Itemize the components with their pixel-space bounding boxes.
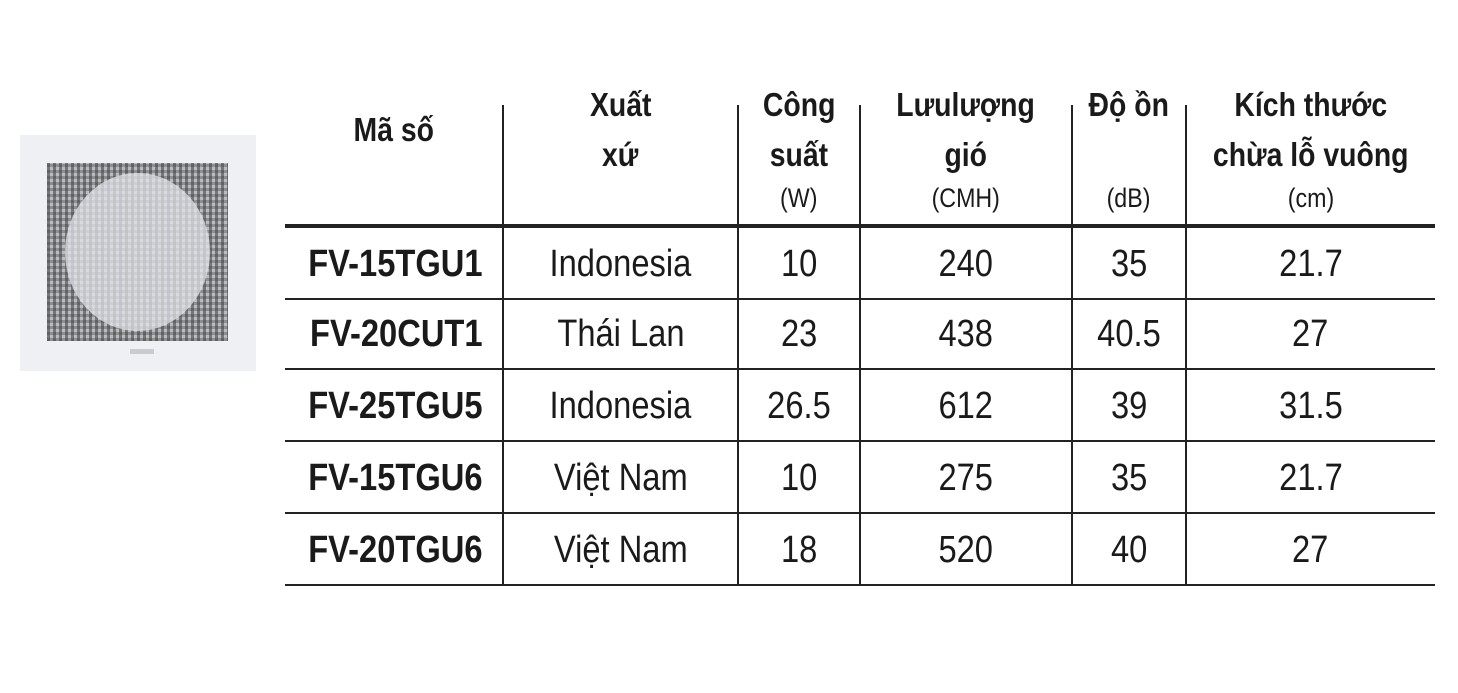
cell-value: FV-25TGU5 [308,385,483,427]
header-label: Công [762,86,836,123]
table-cell-airflow: 438 [860,299,1072,370]
cell-value: 10 [780,243,818,285]
cell-value: 26.5 [767,385,831,427]
column-divider [502,105,504,585]
cell-value: 21.7 [1278,243,1343,285]
header-label: xứ [602,136,639,173]
table-cell-airflow: 275 [860,443,1072,514]
fan-grille [47,163,228,341]
cell-value: 275 [938,457,994,499]
cell-value: 27 [1292,313,1329,355]
header-code: Mã số [285,105,503,245]
cell-value: Việt Nam [553,529,688,571]
column-divider [1071,105,1073,585]
cell-value: 21.7 [1278,457,1343,499]
cell-value: 10 [780,457,818,499]
table-cell-airflow: 240 [860,229,1072,300]
table-cell-cutout: 31.5 [1186,371,1435,442]
product-image [20,135,256,371]
table-cell-noise: 40 [1072,515,1186,586]
column-divider [859,105,861,585]
fan-blade [65,173,210,331]
header-divider [285,224,1435,228]
table-cell-power: 18 [738,515,860,586]
header-label: Xuất [589,86,652,123]
table-cell-cutout: 27 [1186,299,1435,370]
table-cell-cutout: 21.7 [1186,229,1435,300]
table-cell-origin: Việt Nam [503,443,738,514]
cell-value: FV-15TGU6 [308,457,483,499]
header-airflow: Lưulượng gió (CMH) [860,80,1072,220]
table-cell-airflow: 520 [860,515,1072,586]
table-cell-origin: Thái Lan [503,299,738,370]
row-divider [285,584,1435,586]
column-divider [1185,105,1187,585]
table-cell-power: 10 [738,229,860,300]
cell-value: 240 [938,243,994,285]
cell-value: 40 [1110,529,1148,571]
header-cutout: Kích thước chừa lỗ vuông (cm) [1186,80,1435,220]
header-label: gió [944,136,988,173]
table-cell-power: 10 [738,443,860,514]
header-power: Công suất (W) [738,80,860,220]
table-cell-noise: 39 [1072,371,1186,442]
cell-value: 23 [780,313,818,355]
table-cell-code: FV-20TGU6 [285,515,503,586]
header-label: Độ ồn [1088,86,1170,123]
table-cell-origin: Indonesia [503,371,738,442]
header-label: suất [769,136,829,173]
header-unit: (cm) [1287,183,1334,213]
table-cell-cutout: 27 [1186,515,1435,586]
cell-value: 35 [1110,243,1148,285]
column-divider [737,105,739,585]
table-cell-cutout: 21.7 [1186,443,1435,514]
cell-value: Thái Lan [556,313,685,355]
table-cell-noise: 35 [1072,229,1186,300]
table-cell-origin: Indonesia [503,229,738,300]
row-divider [285,298,1435,300]
table-cell-code: FV-15TGU1 [285,229,503,300]
table-cell-power: 26.5 [738,371,860,442]
cell-value: 39 [1110,385,1148,427]
header-label: chừa lỗ vuông [1212,136,1409,173]
cell-value: 612 [938,385,994,427]
header-label: Mã số [353,111,435,148]
table-cell-code: FV-25TGU5 [285,371,503,442]
header-unit: (dB) [1107,183,1151,213]
table-cell-origin: Việt Nam [503,515,738,586]
cell-value: FV-15TGU1 [308,243,483,285]
table-cell-power: 23 [738,299,860,370]
row-divider [285,368,1435,370]
cell-value: 35 [1110,457,1148,499]
table-cell-code: FV-20CUT1 [285,299,503,370]
table-cell-code: FV-15TGU6 [285,443,503,514]
cell-value: 18 [780,529,818,571]
header-label: Kích thước [1234,86,1387,123]
cell-value: 40.5 [1097,313,1161,355]
cell-value: Indonesia [549,385,692,427]
cell-value: 438 [938,313,994,355]
cell-value: Việt Nam [553,457,688,499]
brand-logo [130,349,154,354]
header-origin: Xuất xứ [503,80,738,220]
cell-value: 520 [938,529,994,571]
cell-value: Indonesia [549,243,692,285]
header-unit: (W) [780,183,818,213]
header-unit: (CMH) [931,183,1001,213]
cell-value: 31.5 [1278,385,1343,427]
cell-value: 27 [1292,529,1329,571]
table-cell-noise: 40.5 [1072,299,1186,370]
header-noise: Độ ồn (dB) [1072,80,1186,220]
header-label: Lưulượng [896,86,1036,123]
row-divider [285,440,1435,442]
table-cell-noise: 35 [1072,443,1186,514]
cell-value: FV-20TGU6 [308,529,483,571]
row-divider [285,512,1435,514]
cell-value: FV-20CUT1 [310,313,483,355]
table-cell-airflow: 612 [860,371,1072,442]
